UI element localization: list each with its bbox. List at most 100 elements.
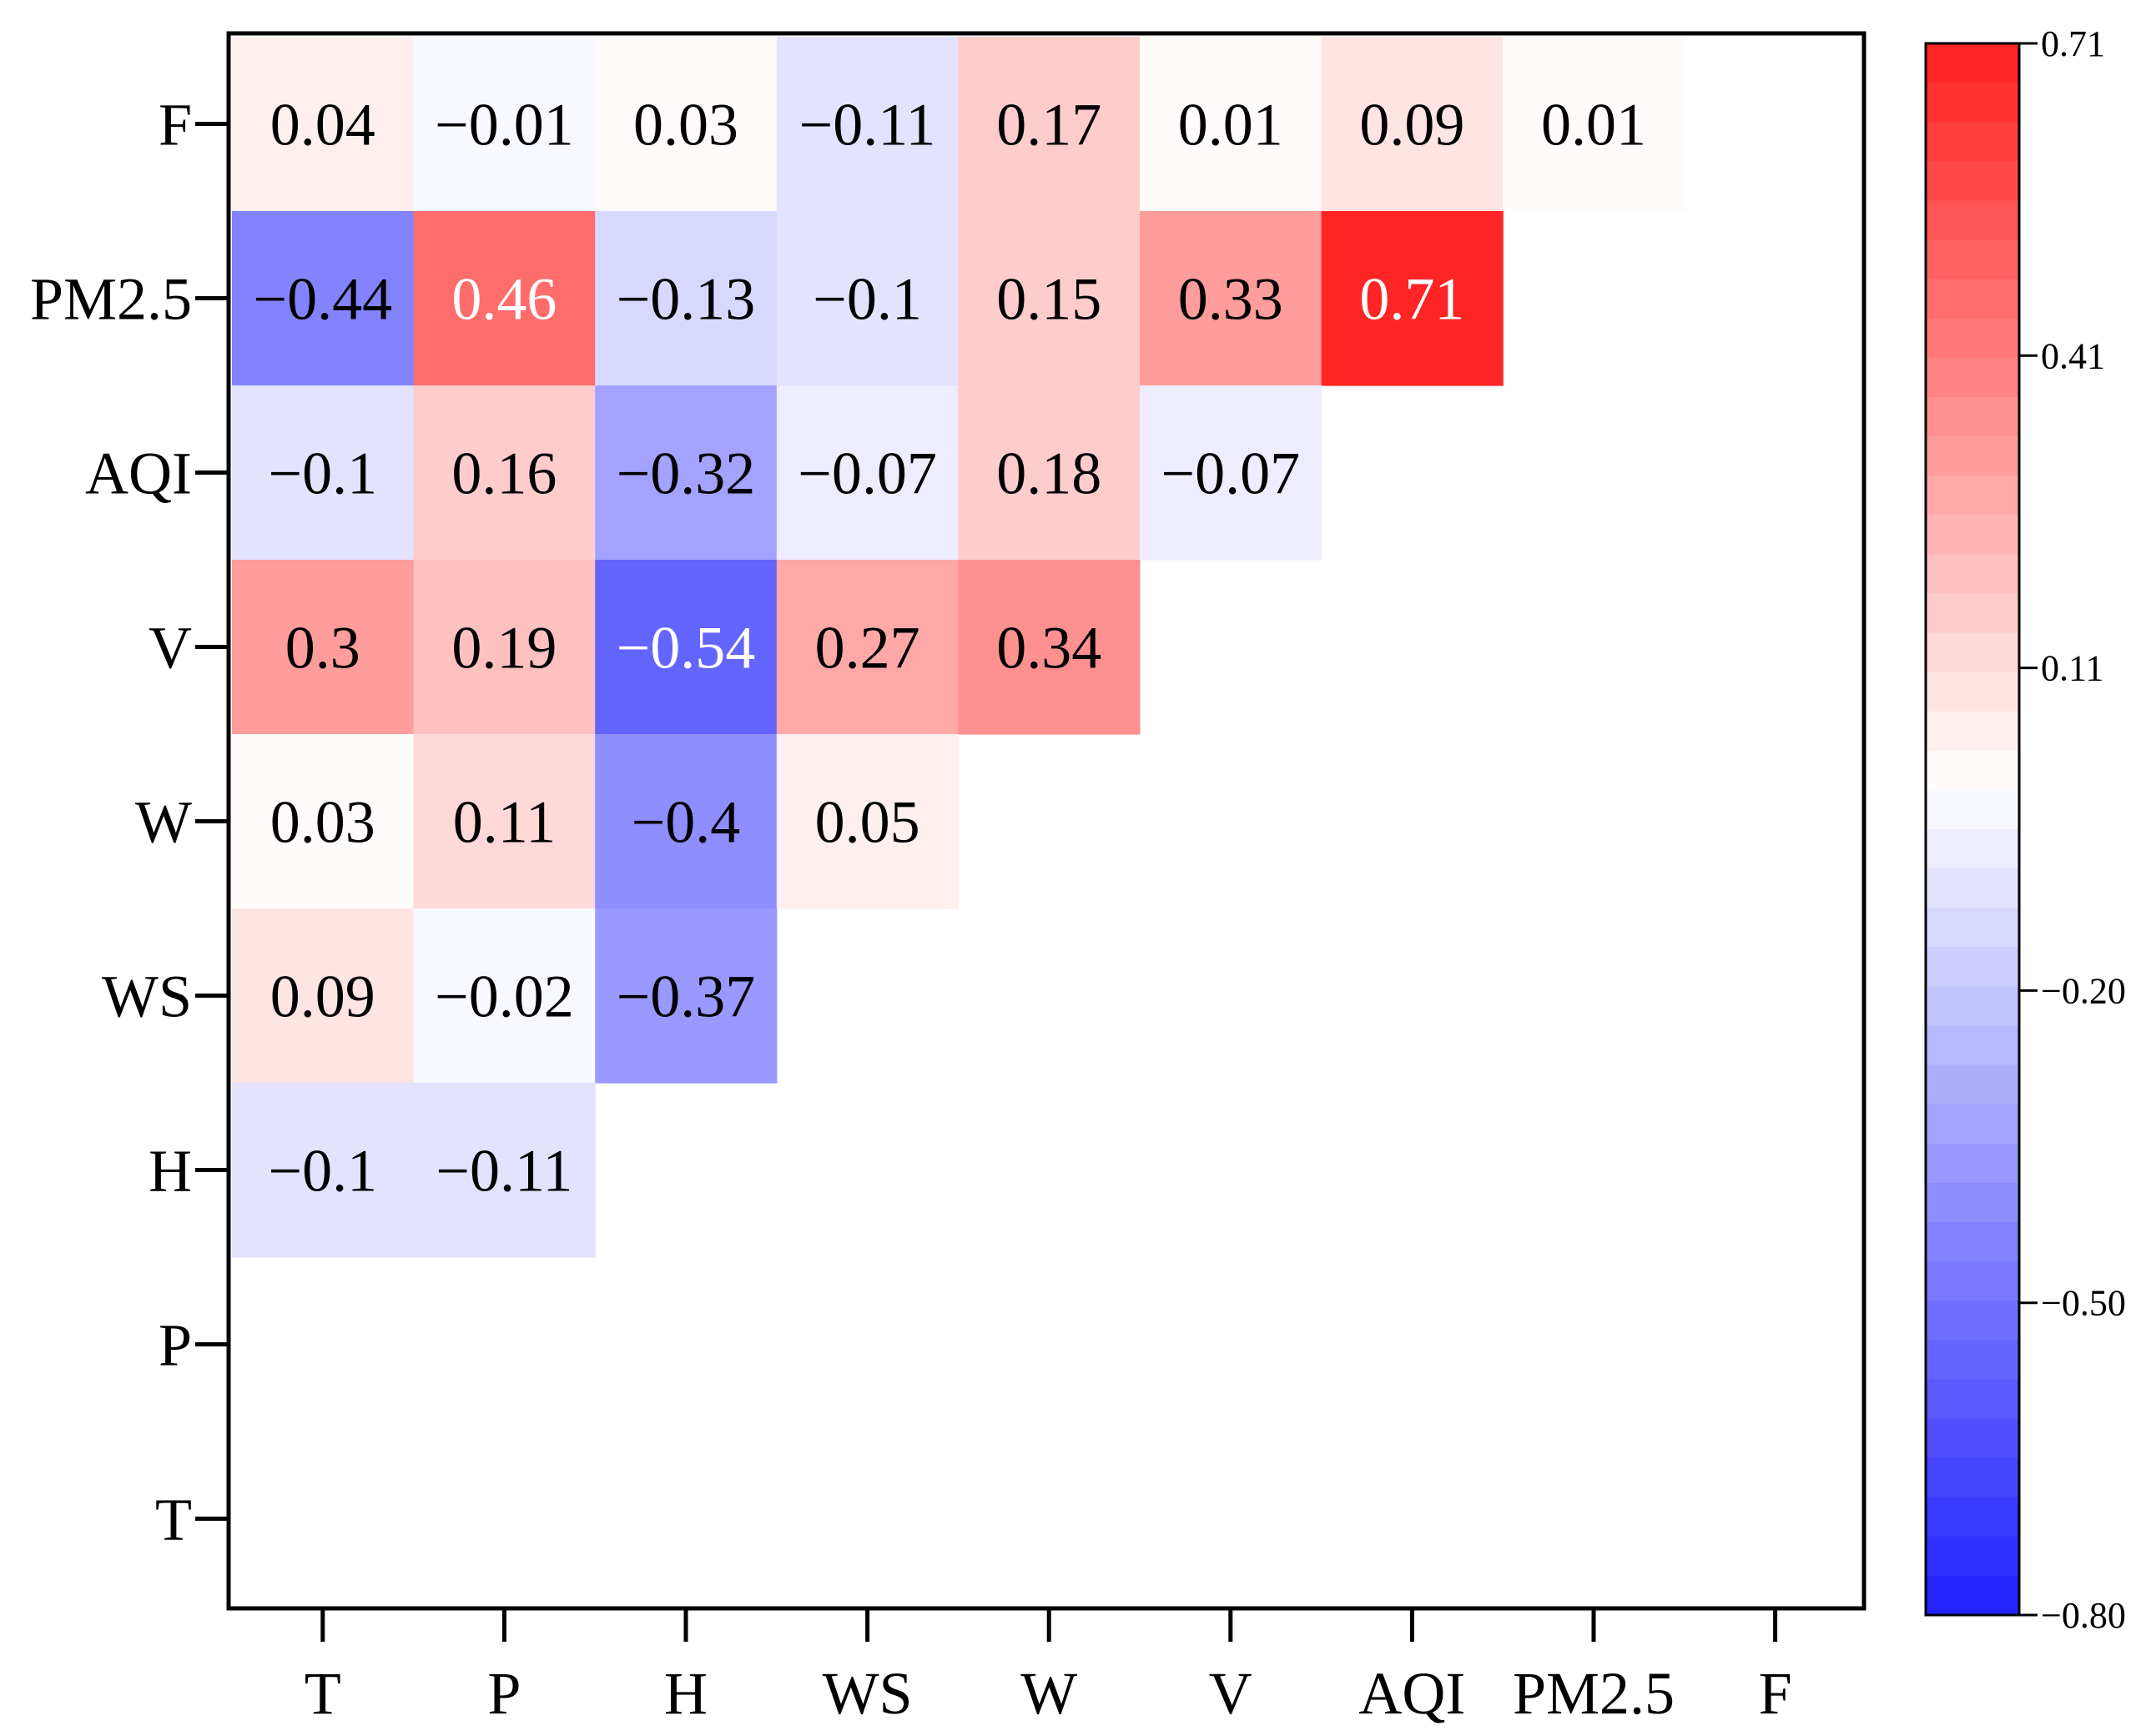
y-tick-label: P (159, 1312, 192, 1379)
heatmap-cell-value: −0.07 (1161, 440, 1300, 507)
y-tick-label: T (155, 1487, 192, 1553)
colorbar-swatch (1926, 1418, 2019, 1459)
colorbar-swatch (1926, 829, 2019, 869)
heatmap-cell-value: −0.11 (436, 1138, 572, 1205)
cells-layer: 0.04 −0.01 0.03 −0.11 0.17 0.01 0.09 0.01 −0.44 0… (232, 37, 1685, 1258)
heatmap-cell-value: −0.44 (253, 266, 392, 333)
heatmap-cell-fill (776, 560, 959, 735)
heatmap-cell: −0.4 (595, 734, 778, 909)
heatmap-cell-value: 0.46 (451, 266, 557, 333)
heatmap-cell-fill (958, 37, 1141, 212)
x-tick-label: V (1209, 1660, 1252, 1727)
colorbar-swatch (1926, 1301, 2019, 1341)
colorbar-swatch (1926, 908, 2019, 948)
heatmap-cell-fill (595, 560, 778, 735)
colorbar-swatch (1926, 436, 2019, 476)
colorbar-swatch (1926, 1025, 2019, 1066)
colorbar-tick-label: 0.11 (2041, 648, 2103, 689)
heatmap-cell: 0.01 (1503, 37, 1685, 212)
colorbar-swatch (1926, 1222, 2019, 1262)
heatmap-cell-fill (595, 734, 778, 909)
heatmap-cell-fill (1140, 385, 1322, 561)
colorbar-swatch (1926, 1261, 2019, 1301)
heatmap-cell: 0.71 (1321, 211, 1504, 386)
heatmap-cell-fill (776, 211, 959, 386)
x-tick-label: H (664, 1660, 708, 1727)
heatmap-cell-fill (413, 734, 596, 909)
x-tick-label: P (487, 1660, 521, 1727)
colorbar-tick-label: −0.50 (2041, 1283, 2126, 1324)
y-tick-label: PM2.5 (30, 266, 192, 333)
axis-labels: F PM2.5 AQI V W WS H P T T P H WS W V AQI PM2.5 F (30, 92, 1792, 1728)
heatmap-cell: 0.01 (1140, 37, 1322, 212)
heatmap-cell-value: 0.3 (285, 615, 360, 682)
heatmap-cell: 0.09 (232, 908, 415, 1084)
colorbar-swatch (1926, 947, 2019, 987)
heatmap-cell: −0.54 (595, 560, 778, 735)
colorbar-swatch (1926, 1182, 2019, 1223)
colorbar-swatch (1926, 1575, 2019, 1616)
colorbar-tick-label: 0.71 (2041, 23, 2105, 64)
colorbar-swatch (1926, 986, 2019, 1027)
heatmap-cell-fill (1140, 37, 1322, 212)
heatmap-cell-fill (595, 908, 778, 1084)
x-tick-label: WS (823, 1660, 913, 1727)
colorbar-swatch (1926, 161, 2019, 201)
x-tick-label: T (305, 1660, 341, 1727)
colorbar-swatch (1926, 200, 2019, 241)
colorbar-swatch (1926, 1104, 2019, 1145)
heatmap-cell: 0.03 (595, 37, 778, 212)
colorbar-swatch (1926, 1536, 2019, 1577)
heatmap-cell-fill (413, 37, 596, 212)
colorbar-swatch (1926, 83, 2019, 123)
heatmap-cell-fill (595, 37, 778, 212)
heatmap-cell-fill (232, 385, 415, 561)
heatmap-cell-value: 0.04 (270, 92, 375, 159)
heatmap-cell: −0.44 (232, 211, 415, 386)
heatmap-cell-fill (413, 560, 596, 735)
y-tick-label: V (149, 615, 192, 682)
heatmap-cell-fill (413, 908, 596, 1084)
colorbar-swatch (1926, 1457, 2019, 1498)
heatmap-cell-fill (1321, 211, 1504, 386)
colorbar-swatch (1926, 789, 2019, 830)
heatmap-cell-fill (413, 385, 596, 561)
colorbar-swatch (1926, 476, 2019, 516)
heatmap-cell-value: 0.27 (815, 615, 920, 682)
heatmap-cell: −0.11 (776, 37, 959, 212)
colorbar-swatch (1926, 239, 2019, 280)
heatmap-cell-fill (1503, 37, 1685, 212)
heatmap-cell-value: 0.34 (996, 615, 1101, 682)
heatmap-cell-value: −0.32 (617, 440, 756, 507)
x-tick-label: PM2.5 (1513, 1660, 1675, 1727)
colorbar-swatch (1926, 515, 2019, 555)
heatmap-cell: −0.11 (413, 1083, 596, 1258)
heatmap-cell: 0.11 (413, 734, 596, 909)
heatmap-cell-value: −0.01 (435, 92, 574, 159)
heatmap-cell: 0.19 (413, 560, 596, 735)
colorbar-tick-label: 0.41 (2041, 335, 2105, 376)
heatmap-cell: 0.16 (413, 385, 596, 561)
heatmap-cell: −0.07 (1140, 385, 1322, 561)
colorbar-swatch (1926, 1143, 2019, 1184)
heatmap-cell-value: −0.37 (617, 964, 756, 1030)
heatmap-cell: −0.37 (595, 908, 778, 1084)
heatmap-cell-value: 0.09 (1359, 92, 1464, 159)
heatmap-cell-value: −0.54 (617, 615, 756, 682)
heatmap-cell: 0.3 (232, 560, 415, 735)
heatmap-cell-fill (232, 37, 415, 212)
colorbar-swatch (1926, 1064, 2019, 1105)
heatmap-cell: 0.27 (776, 560, 959, 735)
heatmap-cell-value: −0.07 (798, 440, 937, 507)
heatmap-cell: 0.05 (776, 734, 959, 909)
colorbar-swatch (1926, 593, 2019, 634)
heatmap-cell-fill (232, 908, 415, 1084)
heatmap-cell-fill (413, 211, 596, 386)
heatmap-cell-value: 0.01 (1178, 92, 1283, 159)
heatmap-cell: −0.1 (776, 211, 959, 386)
heatmap-cell-fill (776, 37, 959, 212)
heatmap-cell-value: 0.01 (1541, 92, 1646, 159)
colorbar-swatch (1926, 1340, 2019, 1380)
y-tick-label: F (159, 92, 192, 159)
